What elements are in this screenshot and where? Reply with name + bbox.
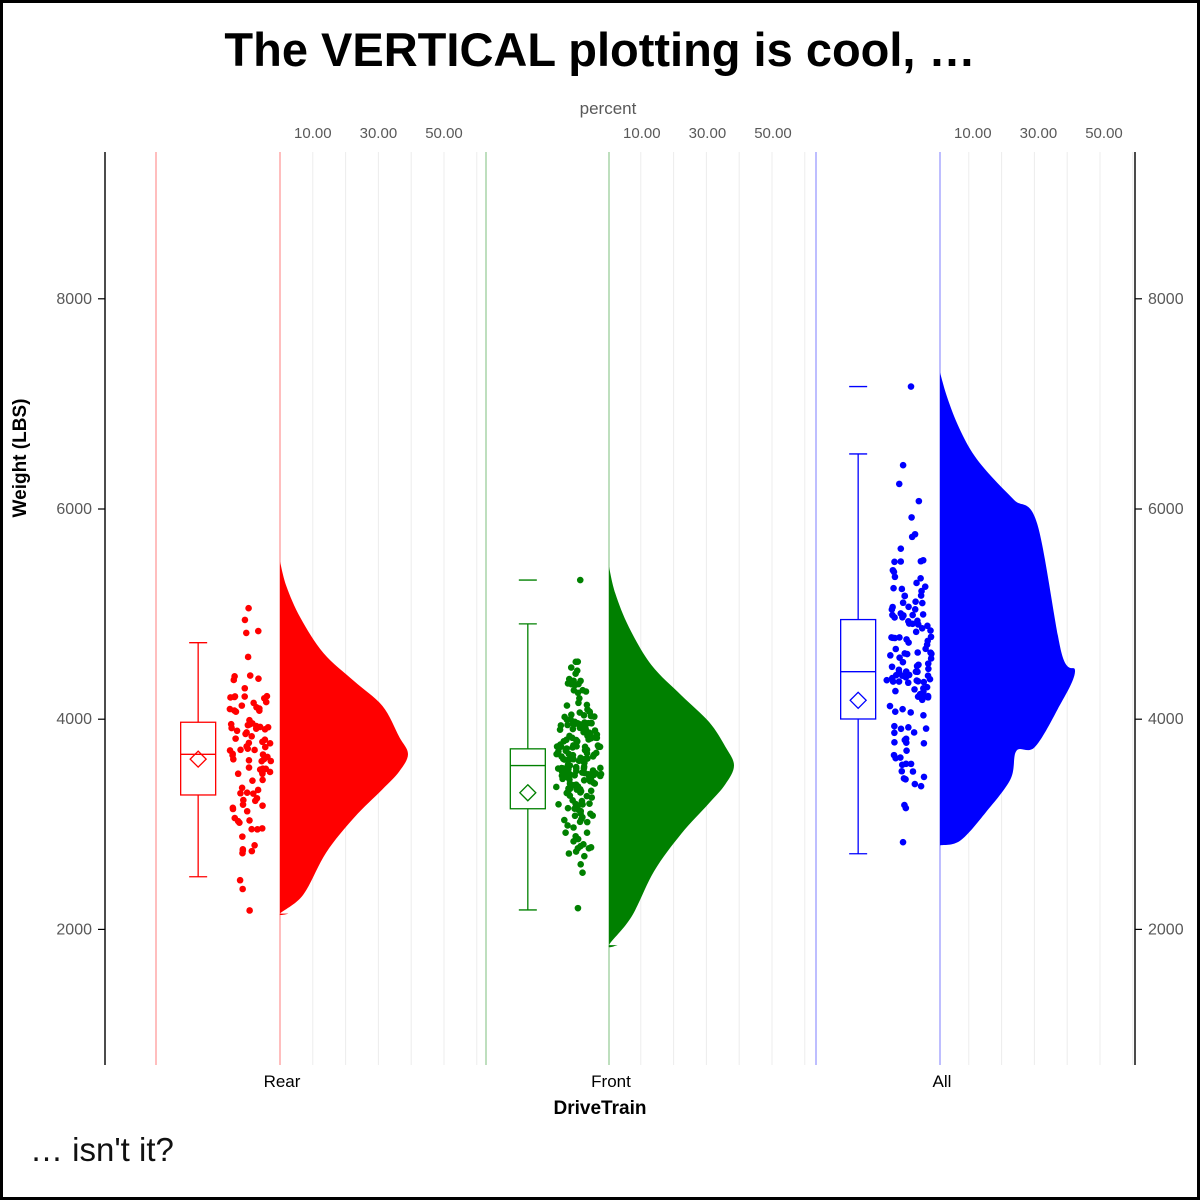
svg-text:4000: 4000: [1148, 711, 1184, 728]
svg-text:2000: 2000: [56, 921, 92, 938]
svg-text:10.00: 10.00: [623, 125, 661, 142]
svg-text:6000: 6000: [1148, 501, 1184, 518]
svg-text:8000: 8000: [56, 291, 92, 308]
svg-text:30.00: 30.00: [360, 125, 398, 142]
svg-text:percent: percent: [580, 99, 637, 118]
svg-text:4000: 4000: [56, 711, 92, 728]
svg-text:8000: 8000: [1148, 291, 1184, 308]
svg-text:Rear: Rear: [264, 1072, 301, 1091]
svg-text:10.00: 10.00: [954, 125, 992, 142]
svg-text:30.00: 30.00: [689, 125, 727, 142]
svg-text:10.00: 10.00: [294, 125, 332, 142]
svg-text:All: All: [933, 1072, 952, 1091]
svg-text:50.00: 50.00: [425, 125, 463, 142]
svg-text:2000: 2000: [1148, 921, 1184, 938]
svg-text:Front: Front: [591, 1072, 631, 1091]
svg-text:50.00: 50.00: [1085, 125, 1123, 142]
svg-text:30.00: 30.00: [1020, 125, 1058, 142]
svg-text:50.00: 50.00: [754, 125, 792, 142]
svg-text:6000: 6000: [56, 501, 92, 518]
